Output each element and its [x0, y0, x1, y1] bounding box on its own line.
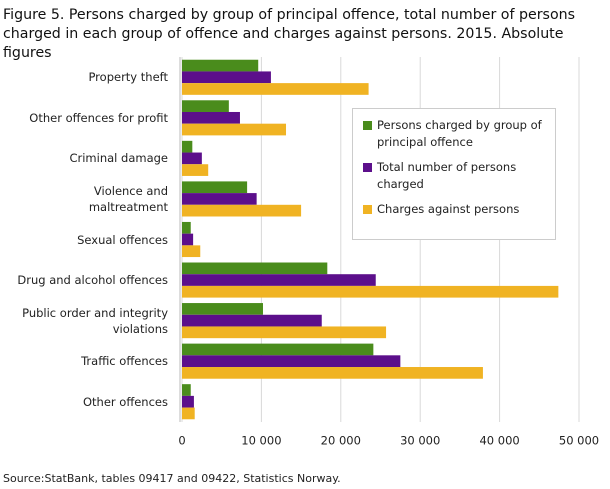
bar: [182, 407, 195, 420]
bar: [182, 262, 328, 275]
y-tick-label: Property theft: [88, 70, 168, 85]
bar: [182, 395, 194, 408]
bar: [182, 326, 387, 339]
legend-swatch: [363, 121, 372, 130]
y-tick-label: Violence and maltreatment: [88, 183, 168, 214]
bar: [182, 111, 240, 124]
source: Source:StatBank, tables 09417 and 09422,…: [3, 472, 341, 485]
bar: [182, 303, 263, 315]
bar: [182, 83, 369, 95]
bar: [182, 367, 483, 379]
y-tick-label: Traffic offences: [81, 354, 168, 369]
x-tick-label: 50 000: [559, 434, 599, 448]
bar: [182, 233, 194, 246]
bar: [182, 100, 229, 112]
y-tick-label: Drug and alcohol offences: [17, 273, 168, 288]
x-tick-label: 0: [178, 434, 185, 448]
legend: Persons charged by group of principal of…: [352, 108, 556, 240]
x-tick-label: 40 000: [479, 434, 519, 448]
bar: [182, 164, 209, 176]
y-tick-label: Public order and integrity violations: [22, 305, 168, 336]
legend-label: Total number of persons charged: [377, 160, 517, 191]
bar: [182, 355, 401, 368]
legend-label: Persons charged by group of principal of…: [377, 118, 542, 149]
bar: [182, 140, 193, 153]
bar: [182, 274, 376, 286]
legend-item: Total number of persons charged: [363, 159, 553, 193]
y-tick-label: Sexual offences: [77, 232, 168, 247]
y-tick-label: Other offences: [82, 394, 168, 409]
bar: [182, 343, 374, 356]
legend-label: Charges against persons: [377, 202, 520, 216]
bar: [182, 181, 248, 194]
legend-item: Persons charged by group of principal of…: [363, 117, 553, 151]
bar: [182, 59, 259, 72]
bar: [182, 71, 271, 84]
y-tick-label: Criminal damage: [69, 151, 168, 166]
bar: [182, 314, 322, 327]
bar: [182, 285, 559, 298]
bar: [182, 245, 201, 258]
chart-title: Figure 5. Persons charged by group of pr…: [3, 7, 576, 61]
legend-swatch: [363, 205, 372, 214]
legend-swatch: [363, 163, 372, 172]
bar: [182, 204, 302, 217]
bar: [182, 221, 191, 234]
bar: [182, 193, 257, 205]
x-tick-label: 10 000: [241, 434, 281, 448]
bar: [182, 152, 202, 165]
y-tick-label: Other offences for profit: [29, 110, 168, 125]
bar: [182, 123, 287, 136]
x-tick-label: 20 000: [321, 434, 361, 448]
legend-item: Charges against persons: [363, 201, 553, 218]
bar: [182, 384, 191, 396]
x-tick-label: 30 000: [400, 434, 440, 448]
